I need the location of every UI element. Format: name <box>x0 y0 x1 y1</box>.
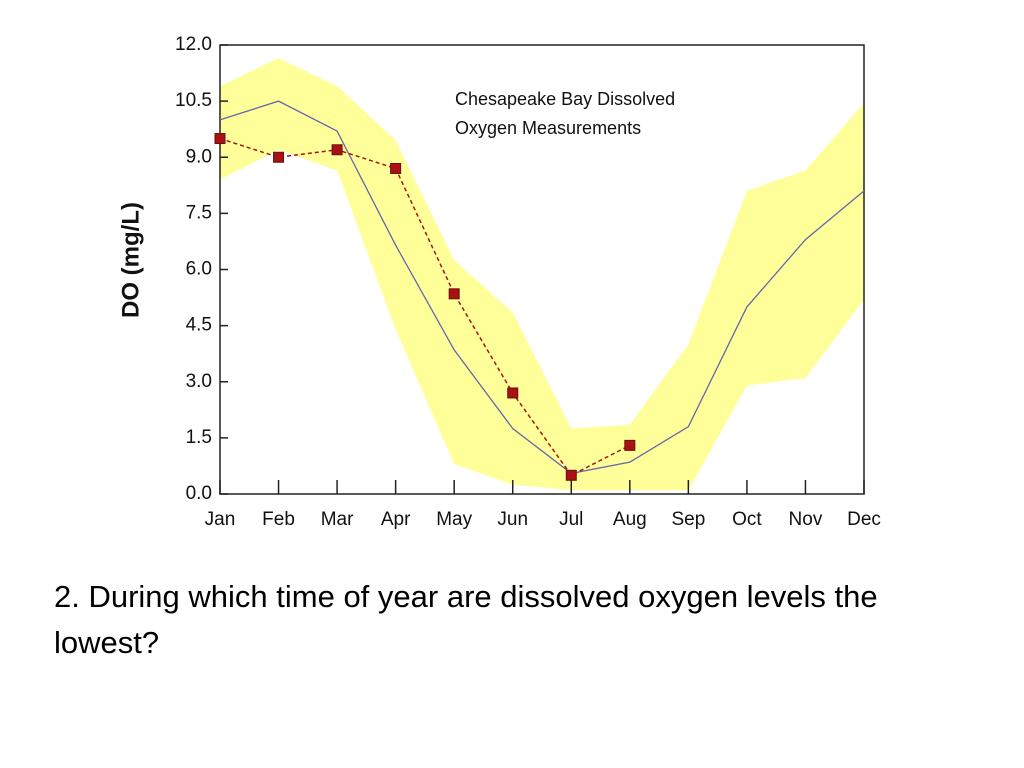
y-tick-label: 3.0 <box>186 371 212 392</box>
line <box>219 137 631 477</box>
x-tick-label: Oct <box>732 509 762 530</box>
range-band <box>220 58 864 491</box>
marker <box>214 133 226 145</box>
marker <box>390 162 402 174</box>
x-tick-label: Feb <box>262 509 295 530</box>
chart: DO (mg/L) Chesapeake Bay Dissolved Oxyge… <box>117 34 881 530</box>
x-tick-label: Mar <box>321 509 354 530</box>
y-tick-label: 7.5 <box>186 202 212 223</box>
marker <box>331 144 343 156</box>
marker <box>448 288 460 300</box>
marker <box>507 387 519 399</box>
marker <box>565 469 577 481</box>
y-tick-label: 12.0 <box>175 34 212 55</box>
line <box>219 100 865 475</box>
y-tick-label: 9.0 <box>186 146 212 167</box>
y-axis-label: DO (mg/L) <box>117 202 144 318</box>
y-tick-label: 1.5 <box>186 427 212 448</box>
question: 2. During which time of year are dissolv… <box>54 579 878 660</box>
x-tick-label: Jan <box>205 509 236 530</box>
y-tick-label: 0.0 <box>186 483 212 504</box>
x-tick-label: Apr <box>381 509 411 530</box>
annotation: Oxygen Measurements <box>455 118 641 138</box>
x-tick-label: May <box>436 509 472 530</box>
y-tick-label: 4.5 <box>186 315 212 336</box>
y-tick-label: 10.5 <box>175 90 212 111</box>
x-tick-label: Sep <box>671 509 705 530</box>
annotation: Chesapeake Bay Dissolved <box>455 89 675 109</box>
x-tick-label: Nov <box>789 509 823 530</box>
x-tick-label: Jul <box>559 509 583 530</box>
y-tick-label: 6.0 <box>186 259 212 280</box>
x-tick-label: Jun <box>497 509 528 530</box>
marker <box>624 439 636 451</box>
x-tick-label: Aug <box>613 509 647 530</box>
x-tick-label: Dec <box>847 509 881 530</box>
marker <box>273 151 285 163</box>
